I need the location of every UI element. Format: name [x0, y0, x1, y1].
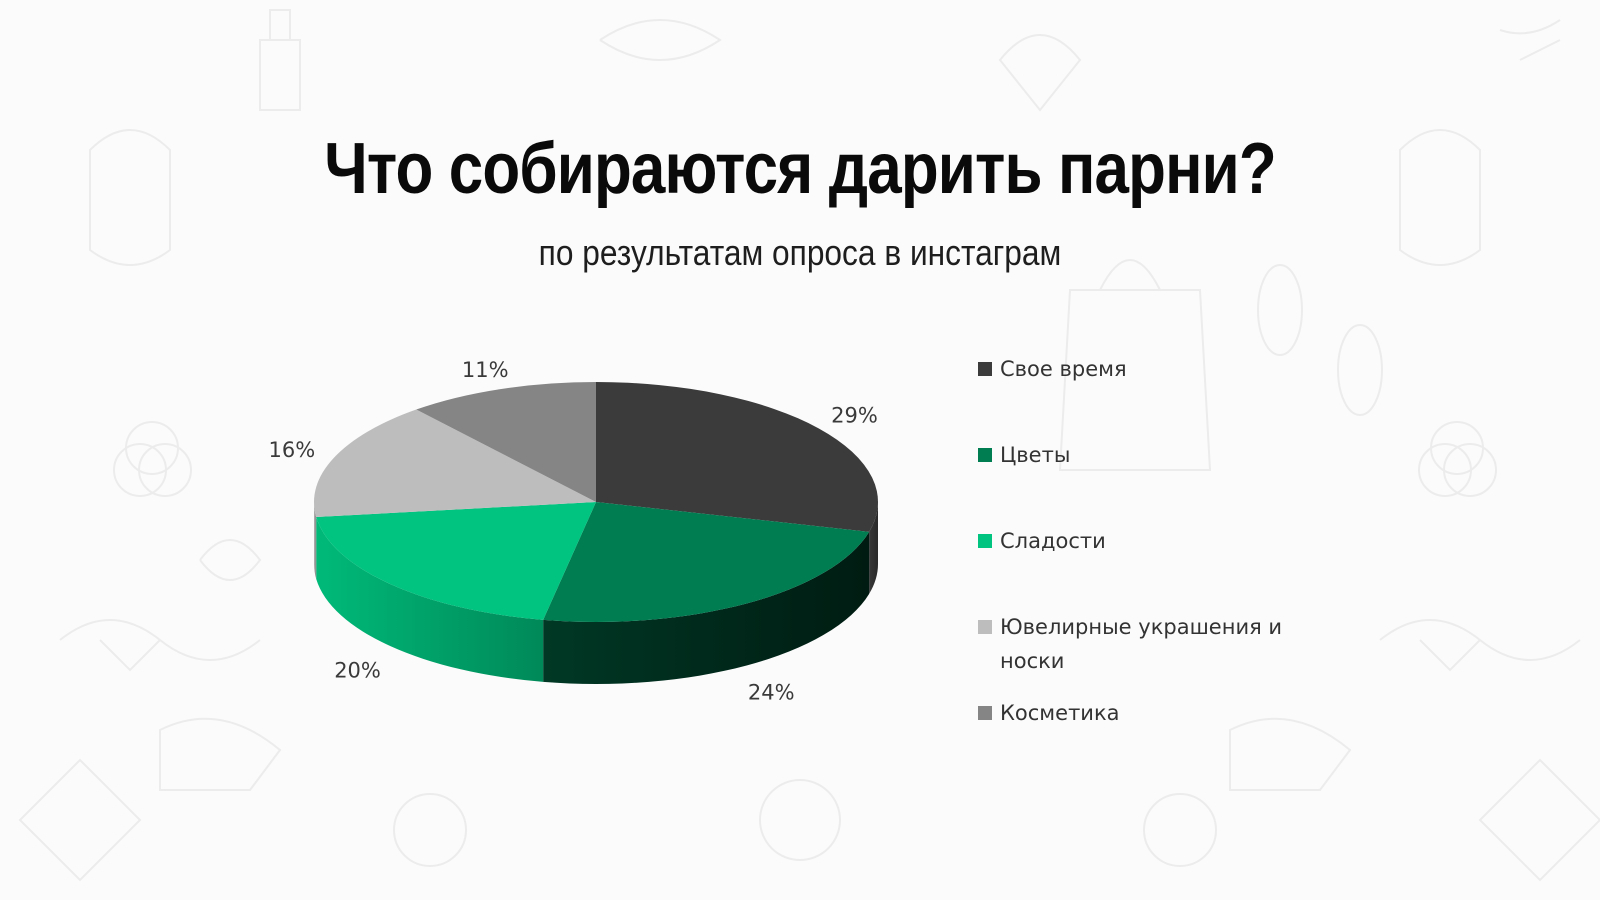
pie-slice-side: [543, 531, 870, 684]
chart-subtitle: по результатам опроса в инстаграм: [538, 232, 1062, 273]
legend-swatch: [978, 620, 992, 634]
legend-item-yuvelirnye: Ювелирные украшения и носки: [978, 610, 1330, 678]
legend-item-svoe-vremya: Свое время: [978, 352, 1330, 386]
legend-label: Косметика: [1000, 701, 1120, 725]
pie-slice: [543, 502, 870, 622]
pie-data-label: 24%: [748, 681, 795, 705]
pie-slice-side: [316, 517, 544, 682]
legend-label: Свое время: [1000, 357, 1127, 381]
pie-slice: [314, 409, 596, 518]
legend-item-sladosti: Сладости: [978, 524, 1330, 558]
pie-slice-side: [869, 502, 878, 594]
pie-data-label: 29%: [831, 404, 878, 428]
legend-swatch: [978, 534, 992, 548]
legend-item-kosmetika: Косметика: [978, 696, 1330, 730]
pie-slice: [316, 502, 596, 620]
pie-slice: [416, 382, 596, 502]
legend-label: Сладости: [1000, 529, 1106, 553]
pie-slice-side: [314, 502, 317, 580]
pie-data-label: 11%: [462, 358, 509, 382]
pie-data-label: 16%: [269, 438, 316, 462]
legend-swatch: [978, 448, 992, 462]
legend-label: Цветы: [1000, 443, 1071, 467]
legend-swatch: [978, 706, 992, 720]
pie-slice: [596, 382, 878, 532]
legend-item-tsvety: Цветы: [978, 438, 1330, 472]
legend-label: Ювелирные украшения и носки: [1000, 615, 1283, 673]
chart-title: Что собираются дарить парни?: [324, 129, 1276, 209]
legend-swatch: [978, 362, 992, 376]
pie-data-label: 20%: [334, 658, 381, 682]
